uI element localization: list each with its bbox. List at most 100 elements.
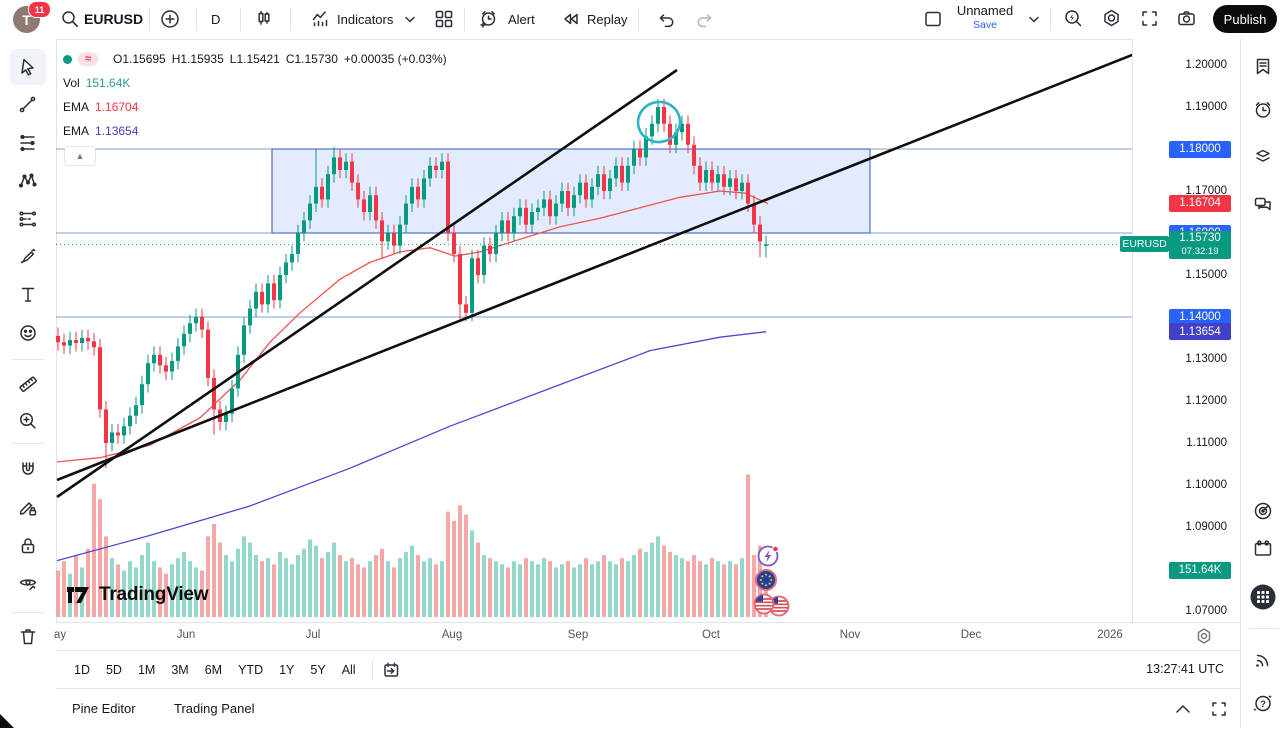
replay-button[interactable]: Replay — [587, 12, 628, 27]
layout-grid-icon[interactable] — [434, 9, 454, 29]
publish-button[interactable]: Publish — [1213, 5, 1277, 33]
save-layout-icon[interactable] — [923, 9, 943, 29]
range-button-6m[interactable]: 6M — [204, 662, 223, 677]
candle-body — [608, 178, 612, 191]
candle-body — [62, 342, 66, 346]
apps-grid-icon[interactable] — [1250, 584, 1276, 610]
undo-icon[interactable] — [656, 10, 676, 30]
legend-ema1-row[interactable]: EMA 1.16704 — [63, 99, 447, 115]
trend-line-drawing-2[interactable] — [56, 39, 1171, 482]
volume-bar — [158, 567, 162, 617]
chart-pane[interactable] — [56, 39, 1240, 622]
save-label[interactable]: Save — [973, 19, 997, 31]
screenshot-camera-icon[interactable] — [1176, 8, 1198, 30]
text-tool-icon[interactable] — [17, 284, 39, 306]
help-icon[interactable]: ? — [1252, 692, 1274, 714]
ruler-tool-icon[interactable] — [17, 372, 39, 394]
ellipse-drawing[interactable] — [635, 99, 682, 144]
quick-search-icon[interactable] — [1063, 8, 1085, 30]
divider — [196, 8, 197, 31]
time-axis[interactable]: ay Jun Jul Aug Sep Oct Nov Dec 2026 — [54, 622, 1240, 651]
fib-lines-tool-icon[interactable] — [17, 132, 39, 154]
settings-gear-icon[interactable] — [1101, 8, 1123, 30]
alert-button[interactable]: Alert — [508, 12, 535, 27]
data-feed-wifi-icon[interactable] — [1252, 649, 1274, 671]
search-icon[interactable] — [60, 9, 80, 29]
panel-expand-chevron-icon[interactable] — [1174, 702, 1192, 716]
range-button-3m[interactable]: 3M — [171, 662, 189, 677]
chart-style-icon[interactable] — [254, 8, 274, 28]
indicators-icon[interactable] — [310, 9, 332, 29]
symbol-search-button[interactable]: EURUSD — [84, 11, 144, 27]
candle-body — [158, 354, 162, 366]
range-button-all[interactable]: All — [341, 662, 356, 677]
chevron-down-icon[interactable] — [404, 15, 416, 25]
brush-tool-icon[interactable] — [17, 246, 39, 268]
xabcd-pattern-tool-icon[interactable] — [17, 170, 39, 192]
axis-settings-gear-icon[interactable] — [1195, 627, 1213, 645]
cursor-tool-icon[interactable] — [17, 56, 39, 78]
interval-button[interactable]: D — [211, 12, 221, 27]
volume-label: Vol — [63, 76, 80, 90]
candle-body — [758, 224, 762, 242]
range-button-5y[interactable]: 5Y — [310, 662, 326, 677]
chevron-down-icon[interactable] — [1028, 15, 1040, 25]
trend-line-tool-icon[interactable] — [17, 94, 39, 116]
layout-name-button[interactable]: Unnamed Save — [950, 3, 1020, 33]
drawing-mode-pencil-icon[interactable] — [17, 497, 39, 519]
volume-bar — [284, 558, 288, 617]
object-tree-layers-icon[interactable] — [1252, 146, 1274, 168]
volume-bar — [56, 570, 60, 617]
chat-icon[interactable] — [1252, 194, 1274, 216]
clock[interactable]: 13:27:41 UTC — [1146, 662, 1224, 676]
legend-ohlc-row[interactable]: ≈ O1.15695 H1.15935 L1.15421 C1.15730 +0… — [63, 51, 447, 67]
range-button-1d[interactable]: 1D — [74, 662, 90, 677]
forecast-tool-icon[interactable] — [17, 208, 39, 230]
candle-body — [380, 220, 384, 242]
screener-radar-icon[interactable] — [1252, 500, 1274, 522]
range-button-1y[interactable]: 1Y — [279, 662, 295, 677]
replay-rewind-icon[interactable] — [560, 9, 582, 29]
event-eu-flag-icon[interactable] — [755, 569, 777, 591]
pine-editor-button[interactable]: Pine Editor — [72, 701, 136, 716]
time-label: Oct — [702, 629, 720, 641]
emoji-tool-icon[interactable] — [17, 322, 39, 344]
compare-add-icon[interactable] — [160, 9, 180, 29]
alert-clock-icon[interactable] — [478, 8, 500, 30]
range-button-1m[interactable]: 1M — [137, 662, 156, 677]
watchlist-icon[interactable] — [1252, 56, 1274, 78]
candle-body — [578, 182, 582, 196]
bottom-bar: Pine Editor Trading Panel — [56, 688, 1240, 729]
price-axis[interactable]: 1.20000 1.19000 1.17000 1.15000 1.13000 1.120… — [1120, 39, 1241, 622]
ema-slow-line[interactable] — [56, 331, 767, 562]
volume-bar — [632, 555, 636, 617]
redo-icon[interactable] — [695, 10, 715, 30]
legend-collapse-button[interactable]: ▲ — [64, 146, 96, 166]
volume-bar — [476, 542, 480, 617]
range-button-ytd[interactable]: YTD — [238, 662, 264, 677]
hide-drawings-eye-icon[interactable] — [17, 573, 39, 595]
price-tick: 1.10000 — [1185, 479, 1227, 491]
range-button-5d[interactable]: 5D — [105, 662, 122, 677]
fullscreen-icon[interactable] — [1139, 8, 1161, 30]
candle-body — [314, 186, 318, 204]
economic-calendar-icon[interactable] — [1252, 538, 1274, 560]
event-lightning-icon[interactable] — [757, 545, 779, 567]
legend-ema2-row[interactable]: EMA 1.13654 — [63, 123, 447, 139]
lock-drawings-icon[interactable] — [17, 535, 39, 557]
volume-bar — [380, 548, 384, 617]
candle-body — [122, 426, 126, 436]
trading-panel-button[interactable]: Trading Panel — [174, 701, 255, 716]
legend-volume-row[interactable]: Vol 151.64K — [63, 75, 447, 91]
event-us-flag-icon[interactable] — [753, 593, 775, 615]
rectangle-drawing[interactable] — [271, 148, 871, 234]
indicators-button[interactable]: Indicators — [337, 12, 394, 27]
panel-maximize-icon[interactable] — [1210, 700, 1228, 718]
remove-drawings-trash-icon[interactable] — [17, 626, 39, 648]
alerts-clock-icon[interactable] — [1252, 99, 1274, 121]
trend-line-drawing-1[interactable] — [56, 68, 678, 499]
magnet-tool-icon[interactable] — [17, 459, 39, 481]
tradingview-watermark[interactable]: TradingView — [66, 584, 209, 606]
zoom-in-tool-icon[interactable] — [17, 410, 39, 432]
go-to-date-icon[interactable] — [381, 660, 401, 680]
